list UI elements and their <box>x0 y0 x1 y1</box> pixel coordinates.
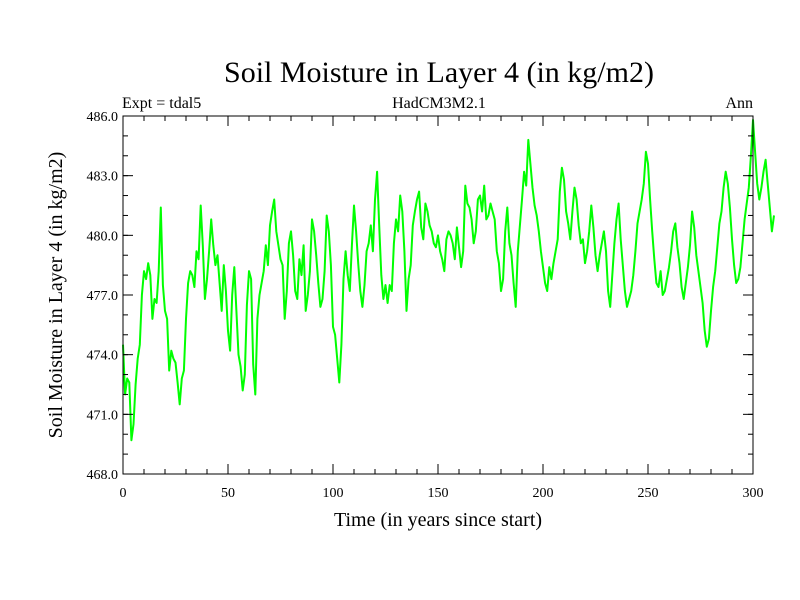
series-layer <box>122 118 775 442</box>
x-tick-label: 150 <box>428 486 449 501</box>
x-tick-label: 0 <box>120 486 127 501</box>
x-tick-label: 300 <box>743 486 764 501</box>
plot-frame <box>122 115 754 475</box>
y-tick-label: 477.0 <box>87 289 119 304</box>
chart-title: Soil Moisture in Layer 4 (in kg/m2) <box>224 56 654 89</box>
series-line <box>122 118 775 442</box>
model-label: HadCM3M2.1 <box>392 95 486 112</box>
x-tick-label: 250 <box>638 486 659 501</box>
season-label: Ann <box>725 95 753 112</box>
x-axis-label: Time (in years since start) <box>334 509 542 531</box>
y-tick-label: 480.0 <box>87 229 119 244</box>
y-axis-label: Soil Moisture in Layer 4 (in kg/m2) <box>45 152 67 439</box>
x-tick-label: 50 <box>221 486 235 501</box>
x-tick-label: 100 <box>323 486 344 501</box>
y-tick-label: 471.0 <box>87 408 119 423</box>
y-tick-label: 483.0 <box>87 170 119 185</box>
y-tick-label: 468.0 <box>87 468 119 483</box>
y-tick-label: 486.0 <box>87 110 119 125</box>
x-tick-label: 200 <box>533 486 554 501</box>
y-tick-label: 474.0 <box>87 349 119 364</box>
experiment-label: Expt = tdal5 <box>122 95 201 112</box>
tick-labels-layer: 0 50 100 150 200 250 300 468.0 471.0 474.0 477.0 48… <box>87 110 764 501</box>
